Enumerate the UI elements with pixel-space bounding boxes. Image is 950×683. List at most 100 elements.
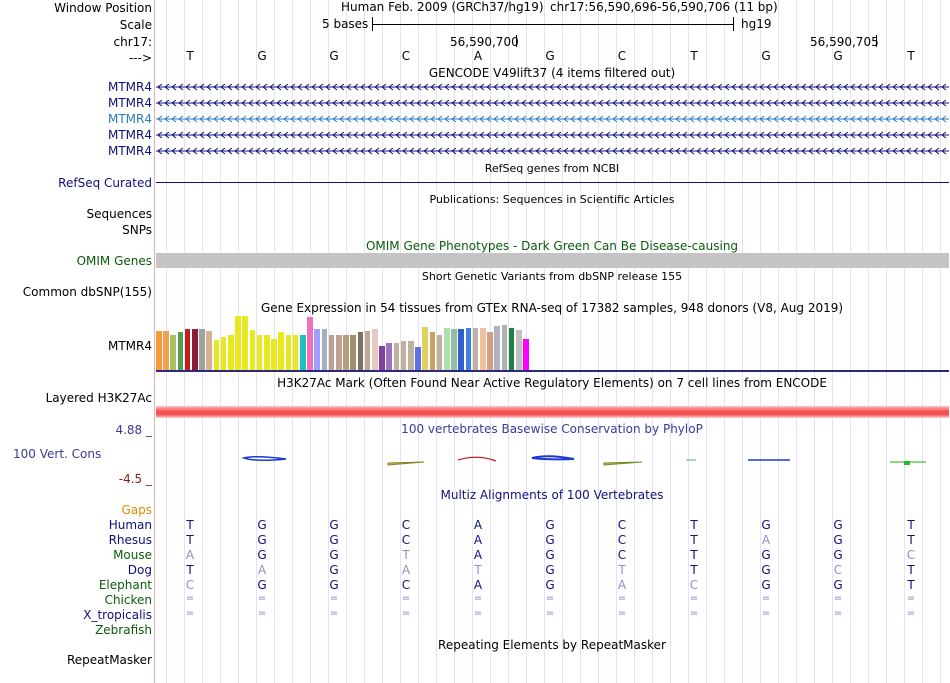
gtex-tissue-bar[interactable] [314, 329, 320, 370]
gencode-item-label[interactable]: MTMR4 [107, 128, 152, 142]
gtex-tissue-bar[interactable] [220, 337, 227, 370]
gtex-tissue-bar[interactable] [235, 316, 241, 370]
repeat-title[interactable]: Repeating Elements by RepeatMasker [438, 638, 666, 652]
gtex-tissue-bar[interactable] [372, 329, 378, 370]
publications-title[interactable]: Publications: Sequences in Scientific Ar… [429, 193, 675, 206]
repeat-label[interactable]: RepeatMasker [66, 653, 152, 667]
dbsnp-title[interactable]: Short Genetic Variants from dbSNP releas… [421, 270, 683, 283]
gtex-tissue-bar[interactable] [429, 332, 436, 370]
sequences-label[interactable]: Sequences [86, 207, 152, 221]
gtex-tissue-bar[interactable] [408, 341, 414, 370]
gtex-tissue-bar[interactable] [213, 340, 220, 370]
gtex-tissue-bar[interactable] [364, 331, 371, 370]
species-label[interactable]: X_tropicalis [83, 608, 152, 622]
gtex-tissue-bar[interactable] [451, 329, 457, 370]
gtex-bars[interactable] [156, 316, 949, 370]
gtex-tissue-bar[interactable] [228, 335, 234, 370]
gtex-tissue-bar[interactable] [465, 328, 472, 370]
gtex-tissue-bar[interactable] [177, 332, 184, 370]
gtex-tissue-bar[interactable] [444, 328, 450, 370]
gencode-item-feature[interactable] [156, 112, 949, 126]
gtex-tissue-bar[interactable] [350, 335, 356, 370]
h3k-signal[interactable] [156, 406, 949, 418]
gtex-tissue-bar[interactable] [292, 335, 299, 370]
phylop-label[interactable]: 100 Vert. Cons [13, 447, 102, 461]
gtex-tissue-bar[interactable] [321, 329, 328, 370]
gencode-item-label[interactable]: MTMR4 [107, 80, 152, 94]
gtex-tissue-bar[interactable] [300, 335, 306, 370]
refseq-title[interactable]: RefSeq genes from NCBI [484, 162, 620, 175]
alignment-base: G [545, 548, 555, 562]
species-label[interactable]: Human [108, 518, 152, 532]
species-label[interactable]: Rhesus [108, 533, 152, 547]
species-label[interactable]: Mouse [113, 548, 152, 562]
gtex-tissue-bar[interactable] [415, 347, 421, 370]
gencode-item-label[interactable]: MTMR4 [107, 144, 152, 158]
base-letter: T [186, 49, 194, 63]
gtex-tissue-bar[interactable] [192, 329, 198, 370]
gtex-tissue-bar[interactable] [516, 330, 522, 370]
multiz-title[interactable]: Multiz Alignments of 100 Vertebrates [440, 488, 664, 502]
tick-1-mark [516, 35, 517, 47]
gtex-tissue-bar[interactable] [328, 335, 335, 370]
gtex-tissue-bar[interactable] [343, 335, 349, 370]
gtex-tissue-bar[interactable] [285, 335, 292, 370]
h3k-title[interactable]: H3K27Ac Mark (Often Found Near Active Re… [277, 376, 827, 390]
gencode-title[interactable]: GENCODE V49lift37 (4 items filtered out) [428, 66, 676, 80]
gtex-tissue-bar[interactable] [256, 335, 263, 370]
gencode-item-feature[interactable] [156, 144, 949, 158]
gtex-tissue-bar[interactable] [307, 317, 313, 370]
gtex-tissue-bar[interactable] [264, 335, 270, 370]
gtex-tissue-bar[interactable] [400, 341, 407, 370]
phylop-logo[interactable] [156, 440, 949, 480]
dbsnp-label[interactable]: Common dbSNP(155) [22, 285, 152, 299]
gtex-tissue-bar[interactable] [357, 332, 364, 370]
gtex-tissue-bar[interactable] [436, 335, 443, 370]
gencode-item-label[interactable]: MTMR4 [107, 112, 152, 126]
gtex-tissue-bar[interactable] [494, 326, 500, 370]
gtex-tissue-bar[interactable] [271, 339, 277, 370]
omim-title[interactable]: OMIM Gene Phenotypes - Dark Green Can Be… [365, 239, 739, 253]
gtex-tissue-bar[interactable] [170, 335, 176, 370]
gtex-title[interactable]: Gene Expression in 54 tissues from GTEx … [260, 301, 844, 315]
gtex-tissue-bar[interactable] [386, 343, 392, 370]
gtex-tissue-bar[interactable] [472, 328, 479, 370]
species-label[interactable]: Elephant [98, 578, 152, 592]
species-label[interactable]: Zebrafish [95, 623, 152, 637]
gtex-tissue-bar[interactable] [184, 329, 191, 370]
gencode-item-feature[interactable] [156, 80, 949, 94]
gtex-tissue-bar[interactable] [163, 331, 169, 370]
gtex-tissue-bar[interactable] [393, 343, 400, 370]
snps-label[interactable]: SNPs [122, 223, 152, 237]
refseq-label[interactable]: RefSeq Curated [58, 176, 152, 190]
gencode-item-label[interactable]: MTMR4 [107, 96, 152, 110]
gencode-item-feature[interactable] [156, 128, 949, 142]
gtex-tissue-bar[interactable] [199, 329, 205, 370]
base-letter: A [473, 49, 483, 63]
gtex-tissue-bar[interactable] [458, 329, 464, 370]
gtex-tissue-bar[interactable] [156, 331, 162, 370]
refseq-line[interactable] [156, 182, 949, 183]
omim-gene-bar[interactable] [156, 253, 949, 268]
gtex-tissue-bar[interactable] [336, 335, 342, 370]
gtex-tissue-bar[interactable] [487, 332, 493, 370]
omim-label[interactable]: OMIM Genes [76, 254, 152, 268]
gaps-label[interactable]: Gaps [121, 503, 152, 517]
gtex-tissue-bar[interactable] [379, 346, 385, 370]
alignment-base: = [761, 593, 771, 604]
species-label[interactable]: Dog [127, 563, 152, 577]
species-label[interactable]: Chicken [104, 593, 152, 607]
gtex-tissue-bar[interactable] [508, 328, 515, 370]
h3k-label[interactable]: Layered H3K27Ac [45, 391, 152, 405]
gtex-tissue-bar[interactable] [206, 331, 212, 370]
gtex-tissue-bar[interactable] [422, 327, 428, 370]
gtex-tissue-bar[interactable] [278, 332, 284, 370]
gtex-tissue-bar[interactable] [523, 339, 529, 370]
gtex-label[interactable]: MTMR4 [107, 339, 152, 353]
gtex-tissue-bar[interactable] [480, 328, 486, 370]
phylop-title[interactable]: 100 vertebrates Basewise Conservation by… [401, 422, 703, 436]
gtex-tissue-bar[interactable] [501, 325, 508, 370]
gtex-tissue-bar[interactable] [249, 330, 256, 370]
gencode-item-feature[interactable] [156, 96, 949, 110]
gtex-tissue-bar[interactable] [242, 316, 248, 370]
